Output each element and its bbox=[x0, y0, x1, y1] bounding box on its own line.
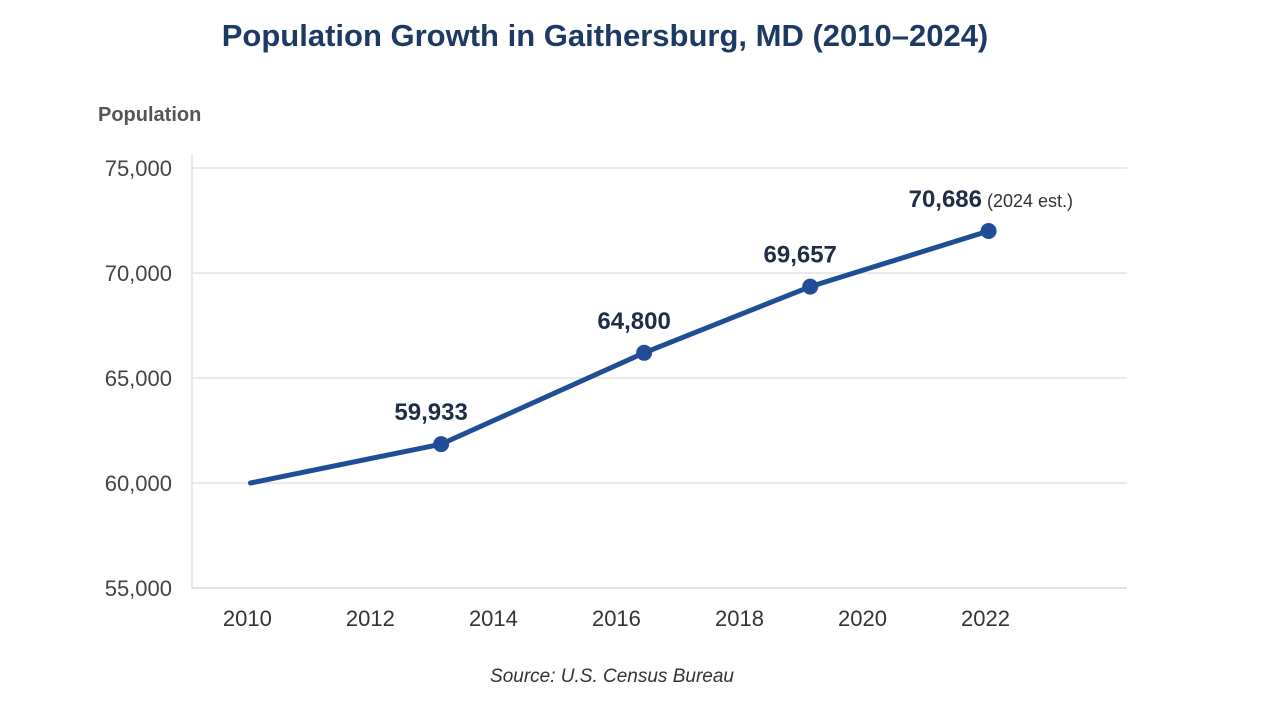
series-line bbox=[247, 228, 992, 486]
data-label-value: 69,657 bbox=[764, 242, 837, 269]
chart-title: Population Growth in Gaithersburg, MD (2… bbox=[221, 18, 989, 53]
data-point bbox=[980, 223, 997, 239]
data-label-value: 64,800 bbox=[597, 308, 670, 335]
data-label: 59,933 bbox=[394, 399, 467, 426]
data-label-value: 59,933 bbox=[394, 399, 467, 426]
data-label-value: 70,686 bbox=[909, 186, 982, 213]
y-tick-label: 70,000 bbox=[105, 261, 172, 286]
data-point bbox=[802, 278, 819, 295]
x-tick-label: 2018 bbox=[715, 606, 764, 631]
source-note: Source: U.S. Census Bureau bbox=[490, 666, 734, 687]
x-tick-label: 2022 bbox=[961, 606, 1010, 631]
data-label: 69,657 bbox=[764, 242, 837, 269]
data-point bbox=[433, 436, 450, 453]
y-axis-label: Population bbox=[98, 104, 202, 126]
y-tick-label: 55,000 bbox=[105, 576, 172, 601]
y-tick-label: 60,000 bbox=[105, 471, 172, 496]
x-tick-label: 2014 bbox=[469, 606, 518, 631]
y-tick-label: 75,000 bbox=[105, 156, 172, 181]
y-tick-label: 65,000 bbox=[105, 366, 172, 391]
x-tick-label: 2020 bbox=[838, 606, 887, 631]
x-tick-label: 2016 bbox=[592, 606, 641, 631]
data-label: 70,686 (2024 est.) bbox=[909, 186, 1073, 213]
data-label-note: (2024 est.) bbox=[982, 191, 1073, 211]
data-point bbox=[636, 344, 653, 361]
x-tick-label: 2010 bbox=[223, 606, 272, 631]
data-label: 64,800 bbox=[597, 308, 670, 335]
x-tick-label: 2012 bbox=[346, 606, 395, 631]
